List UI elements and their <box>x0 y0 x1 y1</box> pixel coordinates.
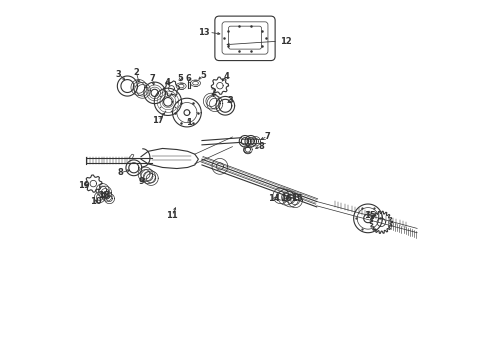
Text: 5: 5 <box>177 74 183 83</box>
Text: 3: 3 <box>227 96 233 105</box>
Text: 10: 10 <box>90 197 101 206</box>
Text: 15: 15 <box>364 211 376 220</box>
Text: 17: 17 <box>152 116 164 125</box>
Text: 9: 9 <box>138 176 144 185</box>
Text: 4: 4 <box>165 78 171 87</box>
Text: 3: 3 <box>116 70 122 79</box>
Text: 13: 13 <box>198 28 210 37</box>
Text: 19: 19 <box>78 180 90 189</box>
Text: 14: 14 <box>268 194 280 203</box>
Text: 11: 11 <box>166 211 178 220</box>
Text: 7: 7 <box>149 75 155 84</box>
Text: 18: 18 <box>98 190 109 199</box>
Text: 15: 15 <box>291 194 303 203</box>
Text: 1: 1 <box>187 118 193 127</box>
Text: 6: 6 <box>185 75 191 84</box>
Text: 12: 12 <box>280 37 292 46</box>
Text: 7: 7 <box>265 132 270 141</box>
Text: 8: 8 <box>259 142 265 151</box>
Text: 2: 2 <box>133 68 139 77</box>
Text: 5: 5 <box>200 71 206 80</box>
Text: 4: 4 <box>223 72 229 81</box>
Text: 16: 16 <box>280 194 292 203</box>
Text: 8: 8 <box>117 168 123 177</box>
Text: 2: 2 <box>211 88 217 97</box>
